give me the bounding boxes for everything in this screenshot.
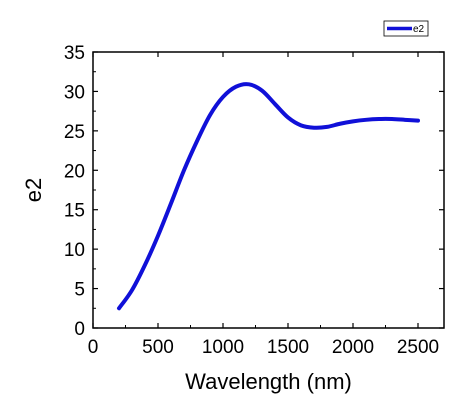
plot-area	[117, 82, 420, 311]
y-tick-label: 15	[64, 201, 85, 222]
axis-ticks: 0 500 1000 1500 2000 2500 0 5 10 15 20 25 30 35	[64, 43, 444, 358]
y-tick-label: 35	[64, 43, 85, 64]
x-axis-title: Wavelength (nm)	[185, 369, 352, 394]
y-tick-label: 5	[74, 280, 85, 301]
legend-label-e2: e2	[413, 24, 425, 35]
plot-frame	[92, 51, 445, 329]
y-tick-label: 20	[64, 161, 85, 182]
x-tick-label: 2000	[332, 337, 374, 358]
series-line-e2	[117, 82, 420, 311]
x-tick-label: 1000	[202, 337, 244, 358]
x-tick-label: 2500	[397, 337, 439, 358]
y-tick-label: 25	[64, 122, 85, 143]
y-tick-label: 30	[64, 82, 85, 103]
y-tick-label: 0	[74, 319, 85, 340]
x-tick-label: 0	[88, 337, 99, 358]
x-tick-label: 500	[142, 337, 174, 358]
y-axis-title: e2	[21, 178, 46, 202]
legend: e2	[383, 20, 429, 37]
x-tick-label: 1500	[267, 337, 309, 358]
y-tick-label: 10	[64, 240, 85, 261]
